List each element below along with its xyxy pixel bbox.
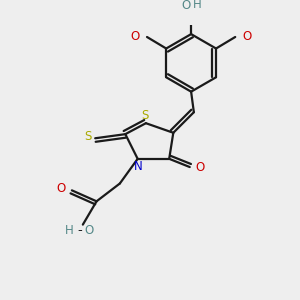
Text: O: O [57, 182, 66, 196]
Text: -: - [77, 224, 82, 237]
Text: O: O [84, 224, 94, 237]
Text: O: O [242, 30, 251, 43]
Text: O: O [196, 161, 205, 174]
Text: S: S [141, 109, 148, 122]
Text: H: H [193, 0, 202, 11]
Text: N: N [134, 160, 142, 173]
Text: H: H [65, 224, 74, 237]
Text: S: S [84, 130, 91, 143]
Text: O: O [131, 30, 140, 43]
Text: O: O [182, 0, 191, 12]
